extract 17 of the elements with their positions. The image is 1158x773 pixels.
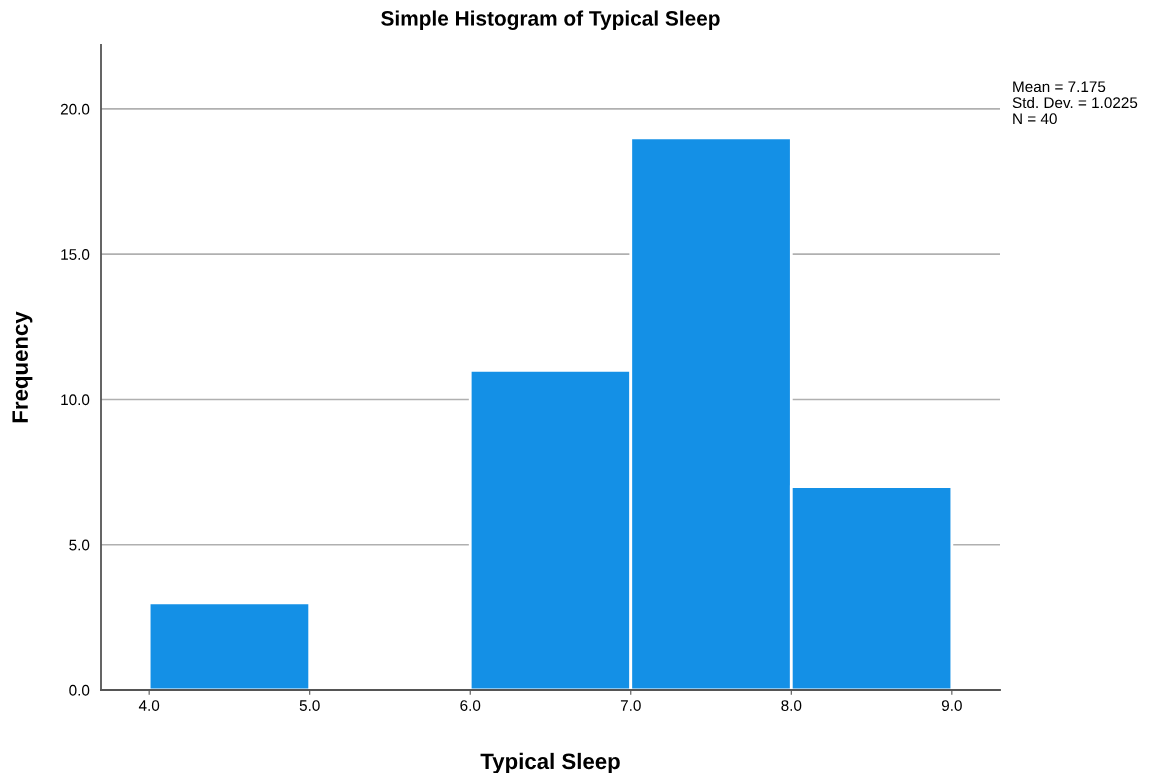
text: Mean = 7.175 xyxy=(1013,81,1106,93)
y-tick-label: 0.0 xyxy=(69,684,90,696)
text: N = 40 xyxy=(1013,113,1057,125)
y-tick-label: 20.0 xyxy=(60,103,90,115)
y-tick-label: 15.0 xyxy=(61,249,90,260)
x-tick-label: 5.0 xyxy=(299,700,320,711)
text: Std. Dev. = 1.0225 xyxy=(1012,96,1138,109)
y-axis-title: Frequency xyxy=(12,311,33,423)
chart-title: Simple Histogram of Typical Sleep xyxy=(381,10,720,30)
y-tick-label: 5.0 xyxy=(69,539,90,551)
x-tick-label: 8.0 xyxy=(781,700,802,711)
x-tick-label: 7.0 xyxy=(620,700,641,711)
x-tick-label: 4.0 xyxy=(138,700,160,711)
x-tick-label: 9.0 xyxy=(941,700,962,711)
x-axis-title: Typical Sleep xyxy=(480,752,620,773)
y-tick-label: 10.0 xyxy=(61,394,90,406)
x-tick-label: 6.0 xyxy=(460,700,481,711)
